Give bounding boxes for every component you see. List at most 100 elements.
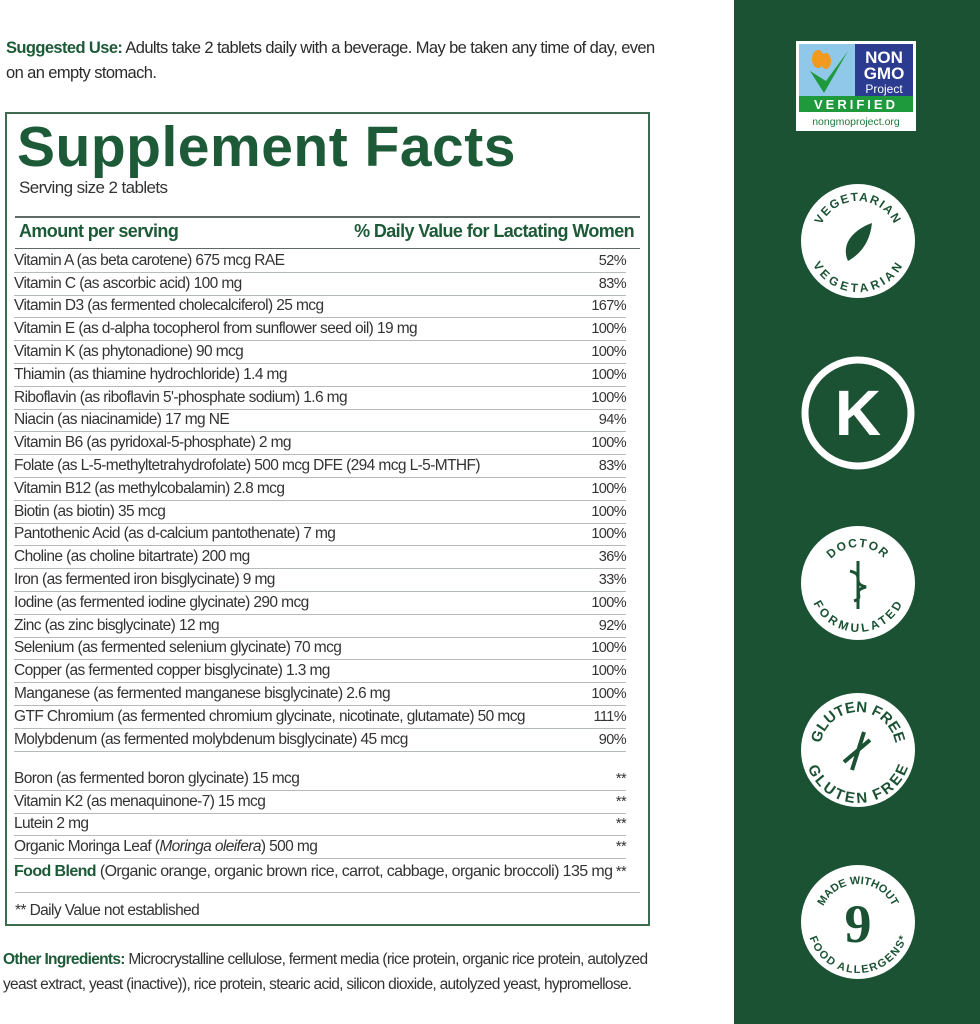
table-row: Vitamin K (as phytonadione) 90 mcg 100% — [14, 341, 627, 364]
table-row: Pantothenic Acid (as d-calcium pantothen… — [14, 524, 627, 547]
table-row: Molybdenum (as fermented molybdenum bisg… — [14, 729, 627, 752]
row-name: Lutein 2 mg — [14, 815, 89, 833]
gluten-free-badge: GLUTEN FREE GLUTEN FREE — [801, 693, 915, 807]
row-name: Choline (as choline bitartrate) 200 mg — [14, 548, 250, 566]
row-dv: 90% — [598, 731, 627, 748]
row-dv: 100% — [591, 663, 626, 680]
row-dv: ** — [615, 770, 627, 787]
divider — [15, 248, 640, 249]
row-name: Thiamin (as thiamine hydrochloride) 1.4 … — [14, 365, 287, 383]
row-dv: 100% — [591, 435, 626, 452]
ngmo-line1: NON — [865, 48, 903, 67]
row-name: ) 500 mg — [260, 838, 318, 856]
suggested-use-label: Suggested Use: — [6, 39, 123, 57]
non-gmo-badge: NON GMO Project VERIFIED nongmoproject.o… — [796, 41, 916, 131]
other-ingredients-text: Microcrystalline cellulose, ferment medi… — [3, 951, 648, 993]
table-row: Lutein 2 mg ** — [14, 814, 627, 837]
row-name: Boron (as fermented boron glycinate) 15 … — [14, 769, 300, 787]
table-row: Vitamin E (as d-alpha tocopherol from su… — [14, 318, 627, 342]
row-dv: 100% — [591, 389, 626, 406]
ngmo-url: nongmoproject.org — [812, 116, 900, 128]
row-name: Zinc (as zinc bisglycinate) 12 mg — [14, 616, 220, 634]
row-name: Manganese (as fermented manganese bisgly… — [14, 685, 391, 703]
row-dv: 83% — [598, 275, 627, 292]
row-name: Molybdenum (as fermented molybdenum bisg… — [14, 730, 408, 748]
facts-header: Amount per serving % Daily Value for Lact… — [19, 221, 635, 242]
suggested-use: Suggested Use: Adults take 2 tablets dai… — [6, 36, 656, 86]
row-dv: 100% — [591, 480, 626, 497]
vegetarian-badge: VEGETARIAN VEGETARIAN — [801, 184, 915, 298]
table-row: Vitamin D3 (as fermented cholecalciferol… — [14, 296, 627, 319]
row-name: Vitamin K2 (as menaquinone-7) 15 mcg — [14, 792, 266, 810]
row-name: Vitamin D3 (as fermented cholecalciferol… — [14, 297, 324, 315]
row-name: Organic Moringa Leaf ( — [14, 838, 160, 856]
kosher-badge: K — [801, 356, 915, 470]
row-dv: 100% — [591, 640, 626, 657]
allergen-count: 9 — [845, 894, 872, 954]
facts-title: Supplement Facts — [17, 115, 516, 179]
table-row: Copper (as fermented copper bisglycinate… — [14, 660, 627, 684]
row-name: Iodine (as fermented iodine glycinate) 2… — [14, 593, 309, 611]
row-dv: ** — [615, 864, 627, 881]
row-dv: 100% — [591, 503, 626, 520]
vitamin-rows: Vitamin A (as beta carotene) 675 mcg RAE… — [14, 250, 627, 752]
table-row: Boron (as fermented boron glycinate) 15 … — [14, 768, 627, 791]
row-name: Pantothenic Acid (as d-calcium pantothen… — [14, 525, 336, 543]
row-dv: 100% — [591, 366, 626, 383]
table-row: Selenium (as fermented selenium glycinat… — [14, 638, 627, 661]
allergen-free-badge: MADE WITHOUT FOOD ALLERGENS* 9 — [801, 865, 915, 979]
doctor-formulated-badge: DOCTOR FORMULATED — [801, 526, 915, 640]
table-row: Thiamin (as thiamine hydrochloride) 1.4 … — [14, 364, 627, 387]
row-dv: 36% — [598, 549, 627, 566]
row-dv: 94% — [598, 412, 627, 429]
row-name: Biotin (as biotin) 35 mcg — [14, 502, 166, 520]
row-name: Folate (as L-5-methyltetrahydrofolate) 5… — [14, 457, 481, 475]
table-row: Food Blend (Organic orange, organic brow… — [14, 859, 627, 885]
row-name: Vitamin K (as phytonadione) 90 mcg — [14, 343, 244, 361]
ngmo-line2: GMO — [864, 64, 905, 83]
table-row: Iron (as fermented iron bisglycinate) 9 … — [14, 569, 627, 592]
row-name: Vitamin C (as ascorbic acid) 100 mg — [14, 274, 242, 292]
row-dv: 167% — [591, 298, 626, 315]
row-name: (Organic orange, organic brown rice, car… — [96, 863, 613, 881]
row-name: GTF Chromium (as fermented chromium glyc… — [14, 707, 525, 725]
row-name-bold: Food Blend — [14, 863, 97, 881]
table-row: Manganese (as fermented manganese bisgly… — [14, 683, 627, 706]
table-row: Riboflavin (as riboflavin 5'-phosphate s… — [14, 387, 627, 410]
row-dv: 100% — [591, 594, 626, 611]
table-row: GTF Chromium (as fermented chromium glyc… — [14, 706, 627, 729]
ngmo-line3: Project — [865, 82, 903, 96]
row-name: Copper (as fermented copper bisglycinate… — [14, 662, 330, 680]
row-name-italic: Moringa oleifera — [159, 838, 261, 856]
row-name: Niacin (as niacinamide) 17 mg NE — [14, 411, 230, 429]
row-name: Selenium (as fermented selenium glycinat… — [14, 639, 342, 657]
table-row: Niacin (as niacinamide) 17 mg NE 94% — [14, 410, 627, 433]
row-dv: ** — [615, 793, 627, 810]
other-ingredients: Other Ingredients: Microcrystalline cell… — [3, 947, 663, 997]
other-rows: Boron (as fermented boron glycinate) 15 … — [14, 768, 627, 885]
row-name: Vitamin A (as beta carotene) 675 mcg RAE — [14, 251, 285, 269]
ngmo-verified: VERIFIED — [814, 97, 898, 112]
row-dv: 111% — [593, 708, 626, 725]
row-dv: 100% — [591, 526, 626, 543]
col-amount: Amount per serving — [19, 221, 179, 241]
serving-size: Serving size 2 tablets — [19, 178, 168, 197]
table-row: Vitamin A (as beta carotene) 675 mcg RAE… — [14, 250, 627, 273]
table-row: Vitamin B6 (as pyridoxal-5-phosphate) 2 … — [14, 432, 627, 456]
table-row: Choline (as choline bitartrate) 200 mg 36… — [14, 546, 627, 570]
suggested-use-text: Adults take 2 tablets daily with a bever… — [6, 39, 655, 82]
table-row: Vitamin K2 (as menaquinone-7) 15 mcg ** — [14, 791, 627, 814]
col-dv: % Daily Value for Lactating Women — [354, 221, 635, 241]
table-row: Vitamin B12 (as methylcobalamin) 2.8 mcg… — [14, 478, 627, 501]
row-name: Vitamin E (as d-alpha tocopherol from su… — [14, 320, 418, 338]
table-row: Vitamin C (as ascorbic acid) 100 mg 83% — [14, 273, 627, 296]
row-dv: 52% — [598, 252, 627, 269]
table-row: Organic Moringa Leaf (Moringa oleifera) … — [14, 836, 627, 860]
row-dv: 100% — [591, 686, 626, 703]
footnote: ** Daily Value not established — [15, 902, 200, 919]
row-name: Vitamin B6 (as pyridoxal-5-phosphate) 2 … — [14, 434, 292, 452]
divider — [15, 216, 640, 218]
kosher-k: K — [835, 377, 881, 449]
divider — [15, 892, 640, 893]
row-dv: 100% — [591, 321, 626, 338]
